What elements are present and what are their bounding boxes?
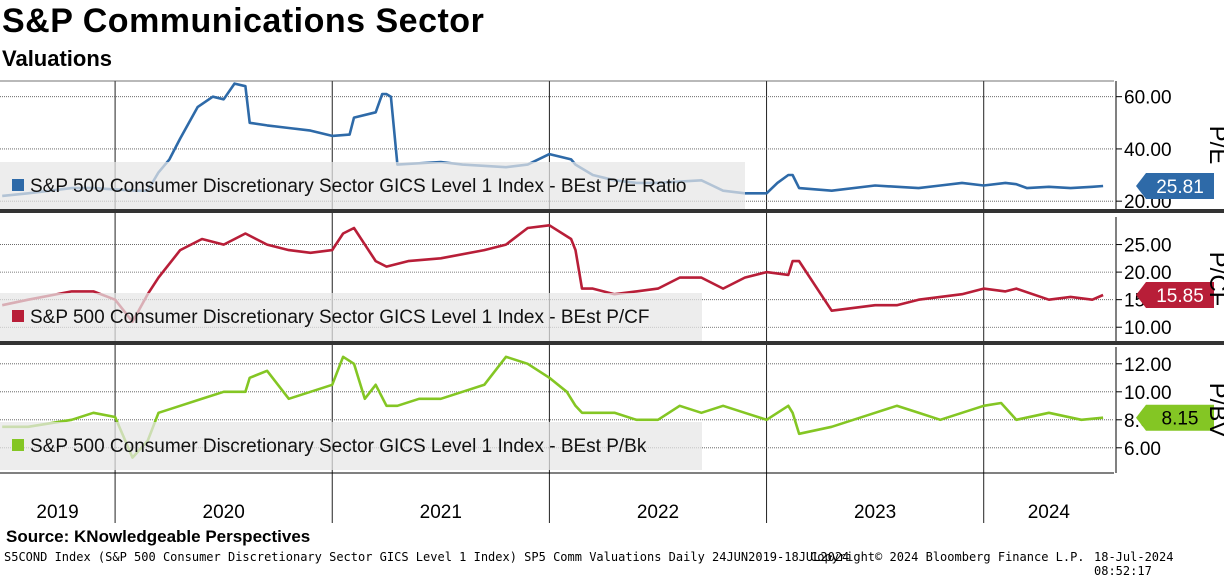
axis-title: P/BV (1204, 383, 1224, 438)
source-note: Source: KNowledgeable Perspectives (6, 527, 311, 546)
chart-subtitle: Valuations (2, 46, 113, 71)
last-value-label: 25.81 (1156, 177, 1204, 198)
last-value-tag (1136, 172, 1214, 199)
footer-timestamp: 18-Jul-2024 08:52:17 (1094, 550, 1174, 578)
y-tick-label: 60.00 (1124, 88, 1172, 109)
series-line-pe (2, 82, 1104, 198)
last-value-label: 8.15 (1162, 409, 1199, 430)
y-tick-label: 40.00 (1124, 140, 1172, 161)
chart-area: 2019 2020 2021 2022 2023 2024 S&P 500 Consumer… (0, 80, 1224, 523)
legend-swatch (12, 179, 24, 191)
axis-title: P/CF (1204, 252, 1224, 307)
legend-box (0, 162, 745, 210)
x-tick-label: 2023 (854, 502, 896, 523)
x-tick-label: 2020 (203, 502, 245, 523)
x-tick-label: 2019 (36, 502, 78, 523)
axis-title: P/E (1204, 126, 1224, 165)
legend-swatch (12, 310, 24, 322)
chart-title: S&P Communications Sector (2, 2, 485, 40)
x-tick-label: 2022 (637, 502, 679, 523)
panel-separator (0, 209, 1224, 213)
y-tick-label: 25.00 (1124, 236, 1172, 257)
footer-index-info: S5COND Index (S&P 500 Consumer Discretio… (4, 550, 850, 564)
y-tick-label: 10.00 (1124, 383, 1172, 404)
series-line-pbv (2, 355, 1104, 459)
y-tick-label: 6.00 (1124, 439, 1161, 460)
y-tick-label: 10.00 (1124, 318, 1172, 339)
last-value-tag (1136, 404, 1214, 431)
x-tick-label: 2021 (420, 502, 462, 523)
legend-box (0, 422, 702, 470)
x-tick-label: 2024 (1028, 502, 1071, 523)
series-line-pcf (1, 224, 1104, 324)
last-value-label: 15.85 (1156, 286, 1204, 307)
legend-label: S&P 500 Consumer Discretionary Sector GI… (30, 436, 647, 457)
legend-box (0, 293, 702, 341)
footer-copyright: Copyright© 2024 Bloomberg Finance L.P. (810, 550, 1085, 564)
legend-swatch (12, 439, 24, 451)
panel-separator (0, 341, 1224, 345)
legend-label: S&P 500 Consumer Discretionary Sector GI… (30, 176, 687, 197)
y-tick-label: 20.00 (1124, 263, 1172, 284)
legend-label: S&P 500 Consumer Discretionary Sector GI… (30, 307, 650, 328)
last-value-tag (1136, 281, 1214, 308)
y-tick-label: 12.00 (1124, 355, 1172, 376)
